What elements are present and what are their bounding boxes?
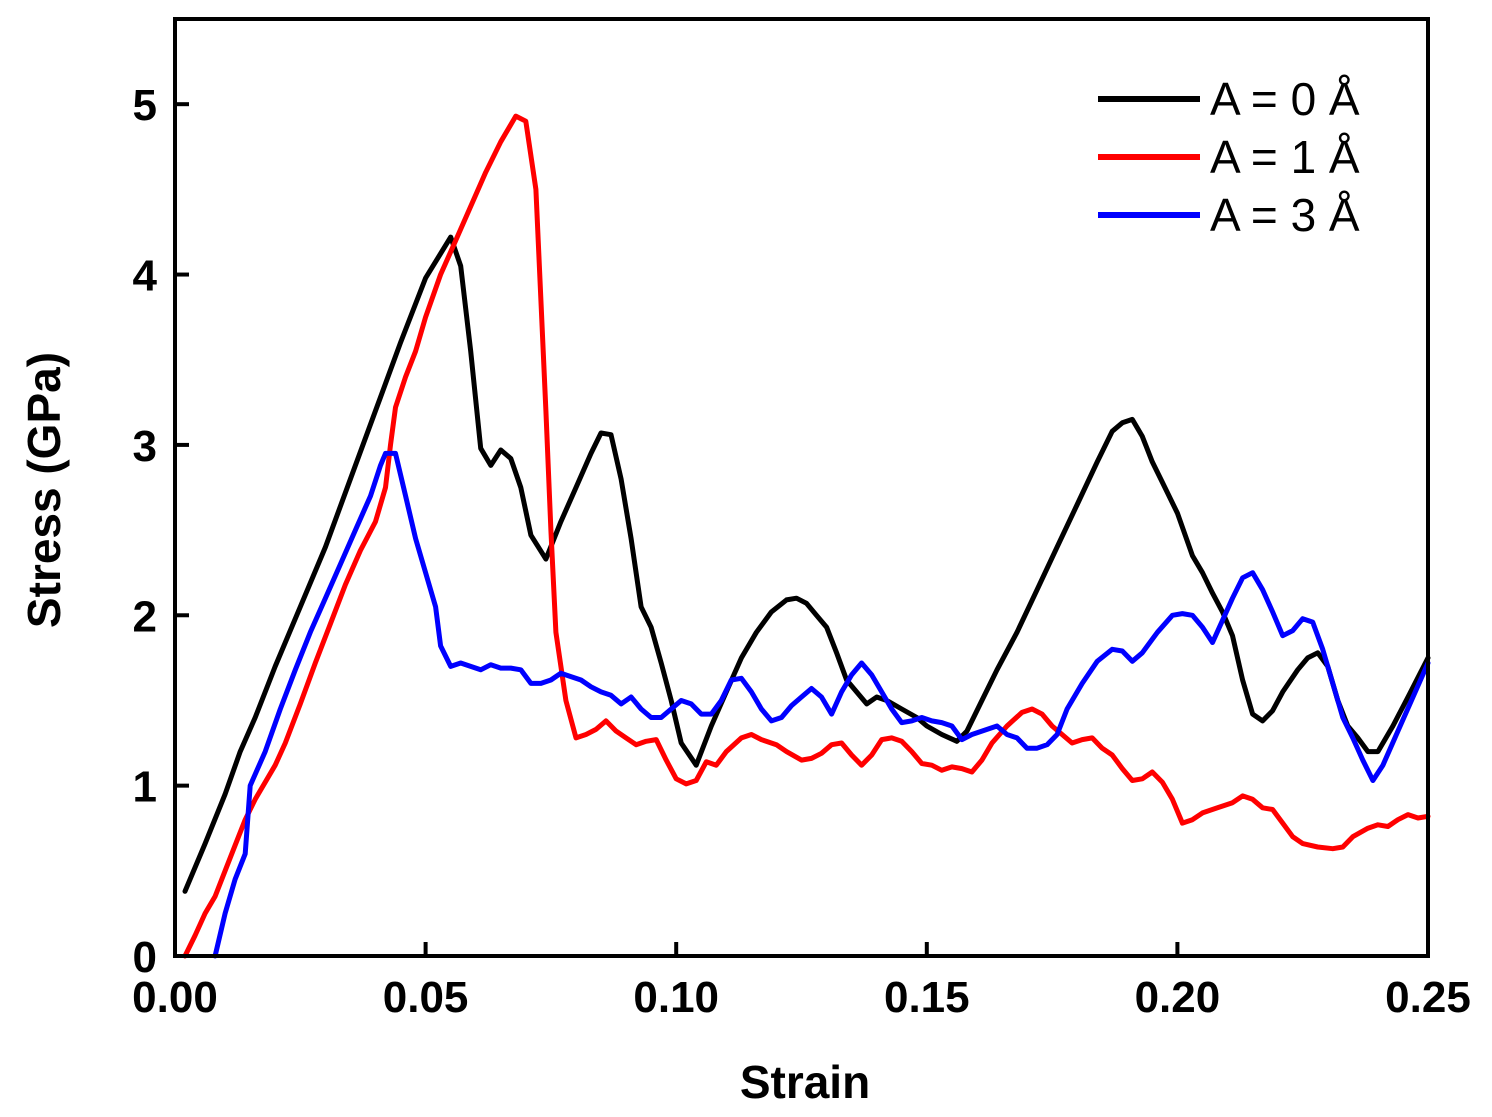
legend-label-2: A = 3 Å [1210, 189, 1360, 241]
x-tick-label: 0.25 [1385, 973, 1471, 1022]
x-axis-title: Strain [740, 1056, 870, 1108]
x-tick-label: 0.10 [633, 973, 719, 1022]
plot-frame [173, 17, 1430, 958]
x-tick-label: 0.20 [1135, 973, 1221, 1022]
legend: A = 0 Å A = 1 Å A = 3 Å [1098, 73, 1360, 241]
x-tick-labels: 0.00 0.05 0.10 0.15 0.20 0.25 [132, 973, 1471, 1022]
y-tick-label: 0 [133, 933, 157, 982]
x-tick-label: 0.15 [884, 973, 970, 1022]
x-tick-label: 0.05 [383, 973, 469, 1022]
y-tick-label: 1 [133, 763, 157, 812]
x-tick-label: 0.00 [132, 973, 218, 1022]
series-line-1 [182, 113, 1431, 959]
y-tick-labels: 0 1 2 3 4 5 [133, 81, 158, 982]
y-axis-title: Stress (GPa) [18, 352, 70, 628]
series-line-2 [212, 450, 1431, 959]
y-tick-label: 2 [133, 592, 157, 641]
y-tick-label: 5 [133, 81, 157, 130]
y-tick-label: 4 [133, 252, 158, 301]
series-line-0 [182, 234, 1431, 894]
legend-label-0: A = 0 Å [1210, 73, 1360, 125]
legend-label-1: A = 1 Å [1210, 131, 1360, 183]
plot-lines [182, 113, 1431, 959]
axis-ticks [173, 102, 1430, 958]
y-tick-label: 3 [133, 422, 157, 471]
